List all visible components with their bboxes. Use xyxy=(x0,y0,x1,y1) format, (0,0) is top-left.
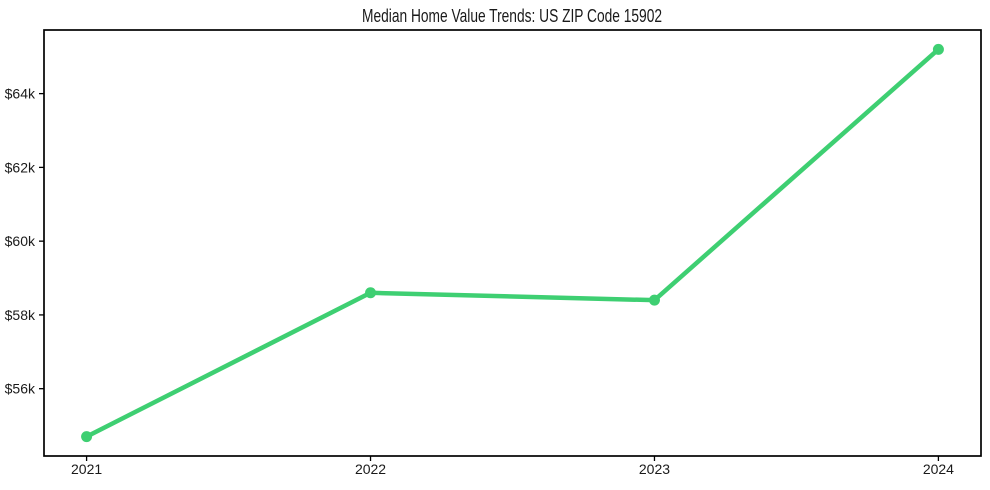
data-point xyxy=(81,431,93,443)
data-point xyxy=(648,294,660,306)
x-tick-label: 2023 xyxy=(639,461,670,477)
y-axis-ticks: $56k $58k $60k $62k $64k xyxy=(5,86,44,397)
data-point xyxy=(932,43,944,55)
plot-area xyxy=(43,29,982,457)
x-tick-label: 2021 xyxy=(71,461,102,477)
chart-title: Median Home Value Trends: US ZIP Code 15… xyxy=(362,6,662,26)
x-axis-ticks: 2021 2022 2023 2024 xyxy=(71,456,954,477)
data-series xyxy=(81,43,944,443)
y-tick-label: $58k xyxy=(5,307,36,323)
x-tick-label: 2024 xyxy=(923,461,954,477)
y-tick-label: $60k xyxy=(5,233,36,249)
y-tick-label: $64k xyxy=(5,86,36,102)
y-tick-label: $62k xyxy=(5,159,36,175)
y-tick-label: $56k xyxy=(5,381,36,397)
data-point xyxy=(365,287,377,299)
series-line xyxy=(84,47,941,439)
x-tick-label: 2022 xyxy=(355,461,386,477)
